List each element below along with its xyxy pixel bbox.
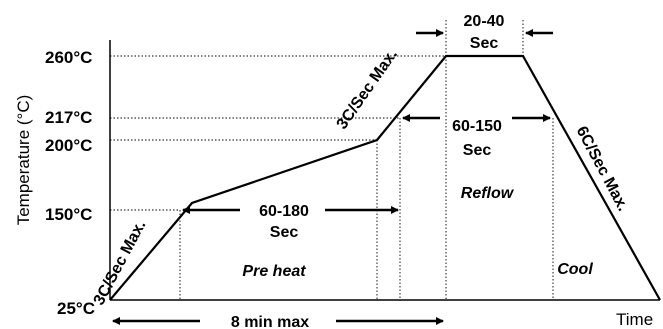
reflow-region-label: Reflow bbox=[461, 185, 515, 202]
y-tick-label-217: 217°C bbox=[45, 108, 92, 127]
y-tick-label-150: 150°C bbox=[45, 205, 92, 224]
x-axis-label: Time bbox=[616, 310, 653, 329]
reflow-time-value: 60-150 bbox=[452, 118, 502, 135]
preheat-time-unit: Sec bbox=[270, 224, 299, 241]
total-time-label: 8 min max bbox=[231, 314, 309, 329]
temperature-profile-line bbox=[109, 54, 661, 301]
preheat-region-label: Pre heat bbox=[242, 263, 306, 280]
y-tick-label-260: 260°C bbox=[45, 48, 92, 67]
y-axis-label: Temperature (°C) bbox=[14, 95, 33, 226]
preheat-time-value: 60-180 bbox=[259, 203, 309, 220]
y-tick-label-200: 200°C bbox=[45, 136, 92, 155]
reference-lines bbox=[110, 20, 554, 300]
peak-time-unit: Sec bbox=[470, 35, 499, 52]
reflow-time-unit: Sec bbox=[463, 142, 492, 159]
ramp-to-peak-rate-label: 3C/Sec Max. bbox=[334, 46, 401, 132]
cool-rate-label: 6C/Sec Max. bbox=[573, 124, 632, 214]
peak-time-value: 20-40 bbox=[464, 13, 505, 30]
cool-region-label: Cool bbox=[557, 261, 593, 278]
y-tick-label-25: 25°C bbox=[57, 299, 95, 318]
